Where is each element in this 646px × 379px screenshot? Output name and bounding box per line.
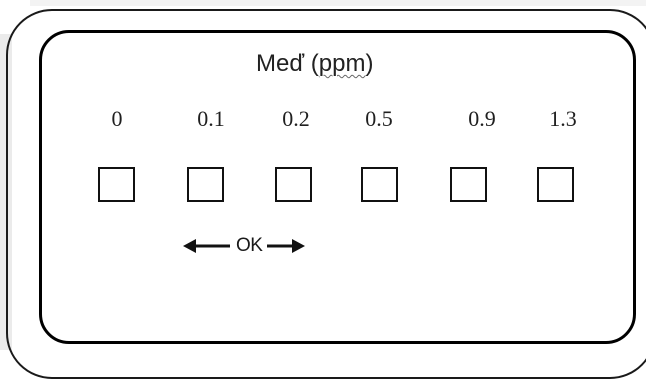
scale-value-label: 1.3 <box>549 106 577 131</box>
top-page-edge <box>30 0 646 6</box>
arrow-left-icon <box>183 239 230 253</box>
card-title: Meď (ppm) <box>256 50 374 77</box>
scale-value-label: 0 <box>111 106 123 131</box>
title-text: Meď <box>256 50 305 77</box>
value-checkbox[interactable] <box>187 167 224 202</box>
inner-card-border <box>39 30 636 344</box>
title-unit: ppm <box>318 50 366 77</box>
value-checkbox[interactable] <box>537 167 574 202</box>
scale-value-label: 0.2 <box>282 106 310 131</box>
ok-label: OK <box>236 235 263 256</box>
value-checkbox[interactable] <box>450 167 487 202</box>
arrow-right-icon <box>267 239 306 253</box>
value-checkbox[interactable] <box>275 167 312 202</box>
scale-value-label: 0.5 <box>365 106 393 131</box>
value-checkbox[interactable] <box>361 167 398 202</box>
value-checkbox[interactable] <box>98 167 135 202</box>
scale-value-label: 0.1 <box>197 106 225 131</box>
ok-range-indicator: OK <box>183 232 306 260</box>
scale-value-label: 0.9 <box>468 106 496 131</box>
